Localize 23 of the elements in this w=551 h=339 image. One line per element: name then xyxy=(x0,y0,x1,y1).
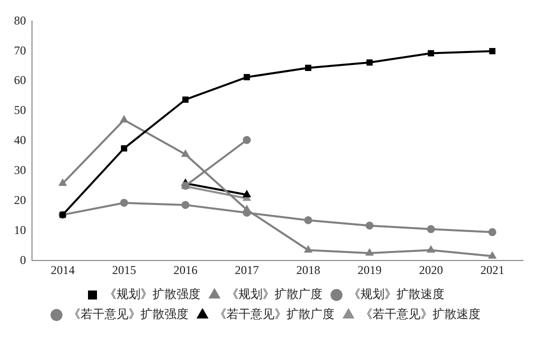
y-tick-label: 70 xyxy=(14,43,26,58)
x-tick-label: 2014 xyxy=(50,262,75,277)
y-tick-label: 30 xyxy=(14,162,26,177)
x-tick-label: 2015 xyxy=(112,262,136,277)
legend-label: 《若干意见》扩散强度 xyxy=(68,307,188,322)
y-tick-label: 40 xyxy=(14,133,26,148)
y-tick-label: 80 xyxy=(14,13,26,28)
x-tick-label: 2020 xyxy=(418,262,443,277)
y-tick-label: 10 xyxy=(14,222,26,237)
x-tick-label: 2016 xyxy=(173,262,198,277)
y-tick-label: 20 xyxy=(14,192,26,207)
x-tick-label: 2021 xyxy=(480,262,504,277)
x-tick-label: 2019 xyxy=(358,262,382,277)
legend-label: 《若干意见》扩散广度 xyxy=(214,307,334,322)
x-tick-label: 2017 xyxy=(234,262,259,277)
legend-label: 《规划》扩散广度 xyxy=(226,287,322,302)
x-tick-label: 2018 xyxy=(296,262,320,277)
y-tick-label: 0 xyxy=(20,252,26,267)
legend-label: 《规划》扩散强度 xyxy=(104,287,200,302)
legend-label: 《若干意见》扩散速度 xyxy=(360,307,480,322)
y-tick-label: 60 xyxy=(14,73,26,88)
y-tick-label: 50 xyxy=(14,103,26,118)
legend-label: 《规划》扩散速度 xyxy=(348,287,444,302)
